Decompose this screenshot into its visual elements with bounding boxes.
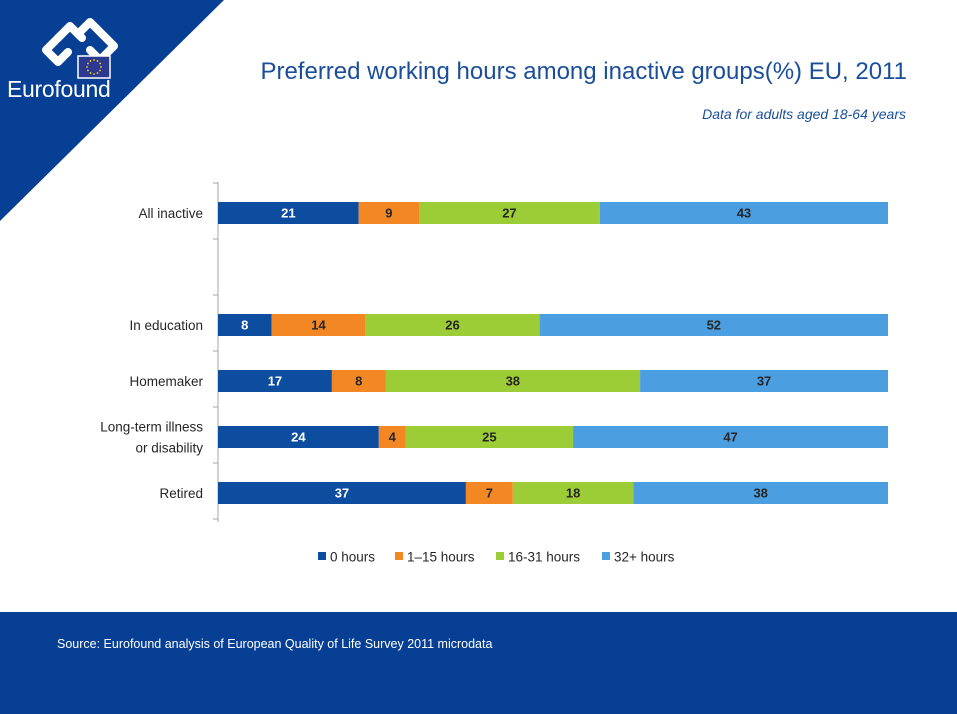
bar-segment [405,426,574,448]
category-label: All inactive [138,206,203,221]
bar-segment [465,482,513,504]
data-label: 14 [311,318,326,333]
bar-segment [218,314,272,336]
chart-subtitle: Data for adults aged 18-64 years [702,106,906,122]
data-label: 52 [707,318,721,333]
legend-label: 1–15 hours [407,550,475,565]
bar-segment [218,482,466,504]
data-label: 37 [335,486,349,501]
bar-segment [358,202,419,224]
legend-swatch [318,552,326,560]
category-label: In education [129,318,203,333]
eu-star [93,59,95,61]
data-label: 25 [482,430,496,445]
eu-flag-icon [77,55,111,79]
bar-segment [640,370,888,392]
bar-segment [385,370,641,392]
bar-segment [599,202,888,224]
bar-segment [419,202,600,224]
brand-corner-banner [0,0,224,221]
eu-star [87,69,89,72]
footer-bar: Source: Eurofound analysis of European Q… [0,612,957,714]
legend-label: 16-31 hours [508,550,580,565]
data-label: 7 [486,486,493,501]
source-note: Source: Eurofound analysis of European Q… [57,637,493,651]
legend-swatch [496,552,504,560]
data-label: 4 [389,430,397,445]
bar-segment [539,314,888,336]
eu-star [86,66,88,68]
eu-star [96,60,99,62]
bar-segment [365,314,540,336]
legend-swatch [395,552,403,560]
data-label: 27 [502,206,516,221]
data-label: 38 [753,486,767,501]
data-label: 17 [268,374,282,389]
data-label: 38 [506,374,520,389]
eu-star [87,62,89,65]
eu-star [99,69,101,72]
data-label: 8 [241,318,248,333]
legend-swatch [602,552,610,560]
brand-name: Eurofound [7,76,111,102]
legend-label: 0 hours [330,550,375,565]
bar-segment [218,370,332,392]
data-label: 26 [445,318,459,333]
category-label: Long-term illness [100,420,203,435]
eu-star [89,72,92,74]
bar-segment [218,426,379,448]
data-label: 8 [355,374,362,389]
legend-label: 32+ hours [614,550,675,565]
eu-star [89,60,92,62]
stacked-bar-chart: 21 9 27 43 8 14 26 52 17 8 38 37 24 4 25 47 37 7 18 38 All … [100,182,888,565]
bar-segment [218,202,359,224]
data-label: 37 [757,374,771,389]
bar-segment [633,482,888,504]
data-label: 24 [291,430,306,445]
bar-segment [331,370,386,392]
eu-star [100,66,102,68]
bar-segment [378,426,406,448]
bar-segment [271,314,366,336]
data-label: 43 [737,206,751,221]
data-label: 47 [723,430,737,445]
category-label: Homemaker [129,374,203,389]
data-label: 21 [281,206,295,221]
data-label: 9 [385,206,392,221]
data-label: 18 [566,486,580,501]
eu-star [96,72,99,74]
chart-title: Preferred working hours among inactive g… [260,58,907,85]
category-label: Retired [159,486,203,501]
bar-segment [512,482,634,504]
eu-star [93,73,95,75]
category-label: or disability [135,441,203,456]
bar-segment [573,426,888,448]
eu-star [99,62,101,65]
